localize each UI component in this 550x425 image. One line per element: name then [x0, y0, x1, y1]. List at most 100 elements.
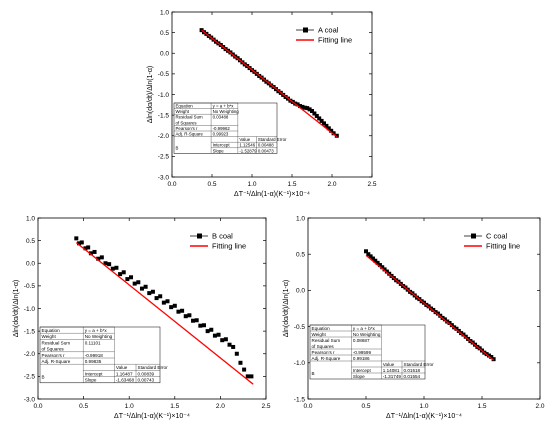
- x-tick-label: 0.5: [361, 403, 370, 410]
- legend-fit-label: Fitting line: [212, 242, 246, 251]
- data-point: [161, 300, 166, 305]
- table-label: Equation: [42, 328, 61, 333]
- data-point: [201, 323, 206, 328]
- data-point: [92, 249, 97, 254]
- data-point: [220, 338, 225, 343]
- data-point: [191, 318, 196, 323]
- data-point: [377, 263, 382, 268]
- data-point: [364, 249, 368, 254]
- table-value: No Weighting: [213, 109, 240, 114]
- legend-coal-marker: [471, 233, 476, 239]
- legend-coal-label: B coal: [212, 232, 233, 241]
- table-value: -0.99918: [85, 353, 104, 358]
- table-label: Residual Sum: [176, 115, 204, 120]
- legend-coal-marker: [197, 233, 202, 239]
- table-label: Pearson's r: [42, 353, 66, 358]
- data-point: [334, 133, 339, 138]
- table-header: Standard Error: [404, 362, 435, 367]
- data-point: [121, 270, 126, 275]
- data-point: [245, 374, 250, 379]
- table-value: No Weighting: [353, 332, 381, 337]
- table-value: 1.12546: [239, 143, 255, 148]
- data-point: [461, 332, 466, 337]
- legend-coal-marker: [303, 27, 308, 33]
- y-tick-label: -2.5: [158, 154, 170, 161]
- table-value: 1.14081: [383, 368, 400, 373]
- table-value: 1.16487: [116, 371, 133, 376]
- legend-coal-label: C coal: [486, 232, 508, 241]
- y-tick-label: -1.0: [24, 306, 36, 313]
- table-value: -0.99962: [213, 126, 231, 131]
- data-point: [205, 329, 210, 334]
- data-point: [317, 116, 322, 121]
- table-label: Weight: [312, 332, 327, 337]
- y-axis-label: Δln(dα/dt)/Δln(1-α): [147, 66, 154, 124]
- table-value: 0.00743: [138, 378, 155, 383]
- data-point: [331, 131, 336, 136]
- table-value: y = a + b*x: [353, 326, 376, 331]
- data-point: [231, 344, 236, 349]
- data-point: [136, 280, 141, 285]
- table-header: Value: [239, 137, 250, 142]
- y-tick-label: 0.0: [160, 51, 169, 58]
- y-tick-label: 1.0: [26, 215, 35, 222]
- x-tick-label: 1.5: [477, 403, 486, 410]
- x-tick-label: 0.5: [79, 403, 88, 410]
- table-value: -1.52879: [239, 148, 257, 153]
- data-point: [143, 284, 148, 289]
- y-axis-label: Δln(dα/dt)/Δln(1-α): [283, 280, 290, 338]
- table-value: 0.01518: [404, 368, 421, 373]
- legend-coal-label: A coal: [318, 26, 339, 35]
- table-label: Adj. R-Square: [42, 359, 71, 364]
- data-point: [380, 265, 385, 270]
- x-tick-label: 1.5: [170, 403, 179, 410]
- data-point: [382, 267, 387, 272]
- stats-table: [309, 324, 426, 380]
- data-point: [491, 357, 496, 362]
- table-value: y = a + b*x: [85, 328, 108, 333]
- data-point: [74, 236, 79, 241]
- data-point: [326, 126, 331, 131]
- table-label: Slope: [213, 148, 225, 153]
- data-point: [79, 240, 84, 245]
- table-label: B: [42, 374, 45, 379]
- data-point: [212, 333, 217, 338]
- y-tick-label: 0.0: [26, 261, 35, 268]
- table-value: 0.00473: [258, 148, 274, 153]
- x-tick-label: 0.0: [33, 403, 42, 410]
- data-point: [324, 123, 329, 128]
- data-point: [147, 291, 152, 296]
- y-tick-label: -1.0: [158, 92, 170, 99]
- table-header: Value: [116, 365, 128, 370]
- data-point: [107, 262, 112, 267]
- x-tick-label: 2.5: [261, 403, 270, 410]
- data-point: [312, 111, 317, 116]
- data-point: [300, 104, 305, 109]
- y-tick-label: 0.5: [296, 252, 305, 259]
- data-point: [307, 107, 312, 112]
- table-header: Standard Error: [138, 365, 169, 370]
- data-point: [234, 351, 239, 356]
- table-label: B: [312, 371, 315, 376]
- y-tick-label: -0.5: [294, 324, 306, 331]
- x-axis-label: ΔT⁻¹/Δln(1-α)(K⁻¹)×10⁻⁴: [386, 413, 462, 420]
- x-tick-label: 2.0: [327, 181, 336, 188]
- table-value: -0.99599: [353, 350, 372, 355]
- x-tick-label: 1.0: [247, 181, 256, 188]
- data-point: [314, 113, 319, 118]
- data-point: [209, 327, 214, 332]
- data-point: [310, 109, 314, 113]
- y-tick-label: -1.5: [24, 328, 36, 335]
- data-point: [129, 275, 134, 280]
- table-label: Equation: [176, 103, 194, 108]
- data-point: [88, 251, 93, 256]
- data-point: [176, 309, 181, 314]
- y-tick-label: -2.5: [24, 374, 36, 381]
- data-point: [486, 353, 491, 358]
- y-tick-label: -2.0: [158, 133, 170, 140]
- data-point: [435, 311, 440, 316]
- x-axis-label: ΔT⁻¹/Δln(1-α)(K⁻¹)×10⁻⁴: [234, 191, 310, 198]
- legend-fit-label: Fitting line: [486, 242, 520, 251]
- data-point: [172, 303, 177, 308]
